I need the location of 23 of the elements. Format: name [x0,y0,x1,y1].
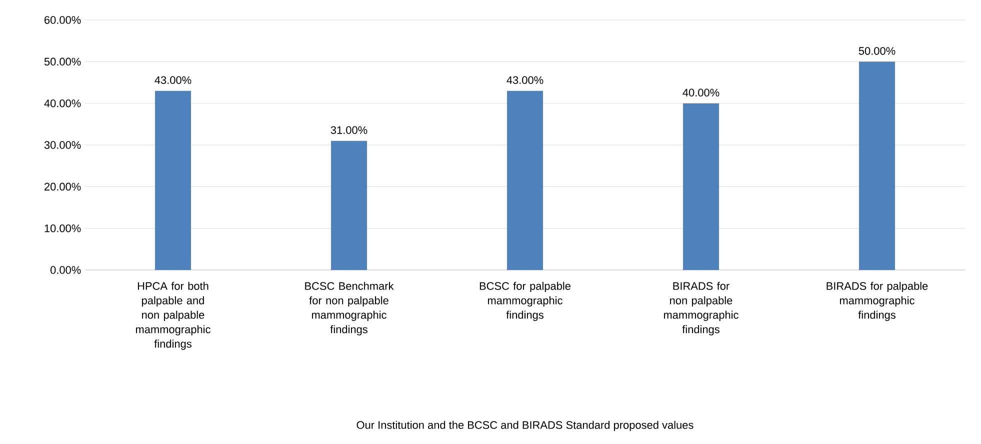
data-label: 43.00% [506,76,544,84]
x-tick-label: BCSC for palpable mammographic findings [480,282,570,321]
y-tick-label: 60.00% [44,16,81,24]
y-tick-label: 40.00% [44,99,81,108]
y-tick-label: 10.00% [44,224,81,232]
data-label: 31.00% [330,126,368,134]
data-label: 40.00% [682,88,720,96]
x-tick-label: BCSC Benchmark for non palpable mammographic findings [305,282,394,336]
data-label: 43.00% [154,76,192,84]
x-tick-label: HPCA for both palpable and non palpable mammographic findings [136,282,210,350]
text: Our Institution and the BCSC and BIRADS Standard proposed values [356,420,694,432]
bar [859,62,896,270]
bar [155,90,191,270]
bar [507,90,544,270]
y-tick-label: 0.00% [50,266,81,274]
data-label: 50.00% [858,47,896,55]
y-tick-label: 30.00% [44,141,81,149]
bar [683,103,720,270]
y-tick-label: 20.00% [44,182,81,191]
y-tick-label: 50.00% [44,58,81,66]
x-tick-label: BIRADS for non palpable mammographic findings [664,282,738,336]
x-tick-label: BIRADS for palpable mammographic findings [826,282,928,321]
bar [331,140,368,270]
